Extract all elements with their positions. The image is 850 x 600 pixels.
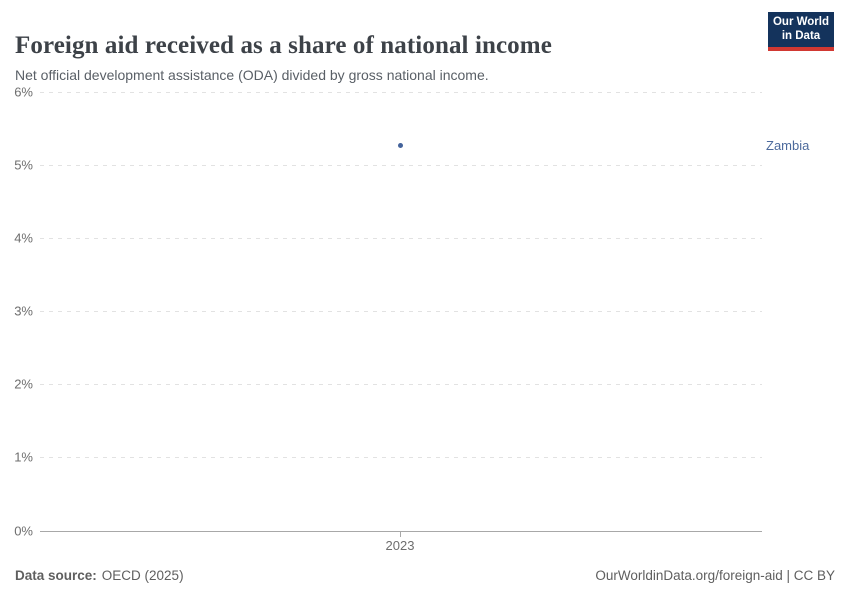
owid-logo[interactable]: Our World in Data — [768, 12, 834, 51]
y-axis-label-4: 4% — [14, 230, 33, 246]
license-link[interactable]: OurWorldinData.org/foreign-aid | CC BY — [595, 568, 835, 583]
owid-logo-line2: in Data — [781, 29, 821, 42]
data-source-value: OECD (2025) — [101, 568, 184, 583]
gridline-4pct — [40, 238, 762, 239]
y-axis-label-0: 0% — [14, 523, 33, 539]
entity-label-zambia[interactable]: Zambia — [766, 138, 810, 153]
x-axis-label-2023: 2023 — [385, 538, 415, 553]
gridline-2pct — [40, 384, 762, 385]
gridline-3pct — [40, 311, 762, 312]
chart-subtitle: Net official development assistance (ODA… — [15, 67, 489, 83]
x-axis-line — [40, 531, 762, 532]
y-axis-label-1: 1% — [14, 449, 33, 465]
y-axis-label-5: 5% — [14, 157, 33, 173]
y-axis-label-2: 2% — [14, 376, 33, 392]
chart-footer: Data source: OECD (2025) OurWorldinData.o… — [15, 568, 835, 583]
y-axis-label-3: 3% — [14, 303, 33, 319]
owid-logo-line1: Our World — [772, 16, 829, 29]
data-source: Data source: OECD (2025) — [15, 568, 184, 583]
gridline-6pct — [40, 92, 762, 93]
x-axis-tick-2023 — [400, 532, 401, 537]
chart-title: Foreign aid received as a share of natio… — [15, 31, 552, 59]
y-axis-label-6: 6% — [14, 84, 33, 100]
gridline-5pct — [40, 165, 762, 166]
data-source-label: Data source: — [15, 568, 97, 583]
gridline-1pct — [40, 457, 762, 458]
data-point-zambia-2023[interactable] — [398, 143, 403, 148]
